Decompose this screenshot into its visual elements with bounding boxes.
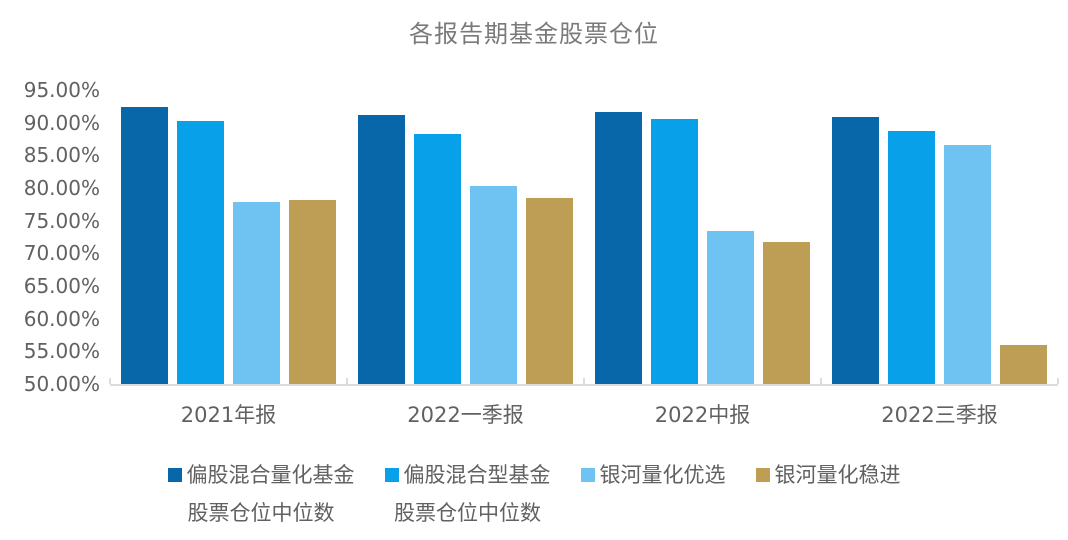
y-tick-label: 80.00% (23, 176, 100, 200)
bars-area (110, 90, 1058, 384)
legend-swatch-icon (167, 468, 182, 482)
bar (470, 186, 517, 384)
x-category-label: 2022三季报 (881, 403, 998, 427)
legend-entry: 银河量化优选 (580, 461, 726, 489)
x-axis-tick (346, 378, 348, 384)
bar (526, 198, 573, 384)
x-category-label: 2021年报 (180, 403, 277, 427)
x-axis-tick (1057, 378, 1059, 384)
y-tick-label: 55.00% (23, 339, 100, 364)
x-category-label: 2022一季报 (407, 403, 524, 427)
legend-entry-line1: 偏股混合量化基金 (167, 461, 355, 489)
y-tick-label: 95.00% (23, 78, 100, 102)
legend-entry-line1: 偏股混合型基金 (384, 461, 551, 489)
bar (414, 134, 461, 384)
x-axis-tick (583, 378, 585, 384)
category-group (347, 90, 584, 384)
bar (888, 130, 935, 384)
y-tick-label: 60.00% (23, 306, 100, 331)
legend-swatch-icon (755, 468, 770, 482)
legend-label-line2: 股票仓位中位数 (187, 501, 335, 525)
bar (233, 202, 280, 384)
category-group (821, 90, 1058, 384)
legend-entry: 偏股混合量化基金 股票仓位中位数 (167, 461, 355, 527)
bar (707, 231, 754, 384)
y-tick-label: 90.00% (23, 110, 100, 135)
legend-swatch-icon (384, 468, 399, 482)
y-tick-label: 85.00% (23, 143, 100, 168)
legend-entry-line1: 银河量化稳进 (755, 461, 901, 489)
bar (289, 199, 336, 384)
bar (763, 242, 810, 384)
legend-swatch-icon (580, 468, 595, 482)
legend-entry-line1: 银河量化优选 (580, 461, 726, 489)
bar (177, 120, 224, 384)
legend-entry: 偏股混合型基金股票仓位中位数 (384, 461, 551, 527)
legend-label: 银河量化稳进 (774, 463, 901, 487)
bar (121, 107, 168, 384)
y-axis-tick-labels: 95.00% 90.00% 85.00% 80.00% 75.00% 70.00% 65.0… (0, 78, 100, 396)
x-axis-tick (109, 378, 111, 384)
y-tick-label: 65.00% (23, 274, 100, 298)
x-axis-tick (820, 378, 822, 384)
legend-entry: 银河量化稳进 (755, 461, 901, 489)
bar (1000, 345, 1047, 384)
y-tick-label: 75.00% (23, 208, 100, 233)
legend: 偏股混合量化基金 股票仓位中位数 偏股混合型基金 股票仓位中位数 银河量化优选 银河量化稳… (0, 461, 1068, 527)
bar (358, 115, 405, 384)
y-tick-label: 50.00% (23, 372, 100, 396)
bar (944, 144, 991, 384)
legend-label: 偏股混合量化基金 (186, 463, 355, 487)
y-tick-label: 70.00% (23, 241, 100, 266)
bar (595, 111, 642, 384)
legend-label: 偏股混合型基金 (403, 463, 551, 487)
bar (651, 119, 698, 384)
chart-title: 各报告期基金股票仓位 (409, 20, 659, 48)
x-axis-category-labels: 2021年报 2022一季报 2022中报 2022三季报 (110, 399, 1058, 429)
plot-area (109, 90, 1059, 386)
category-group (110, 90, 347, 384)
legend-label: 银河量化优选 (599, 463, 726, 487)
bar (832, 116, 879, 384)
category-group (584, 90, 821, 384)
x-category-label: 2022中报 (654, 403, 751, 427)
legend-label-line2: 股票仓位中位数 (394, 501, 541, 525)
